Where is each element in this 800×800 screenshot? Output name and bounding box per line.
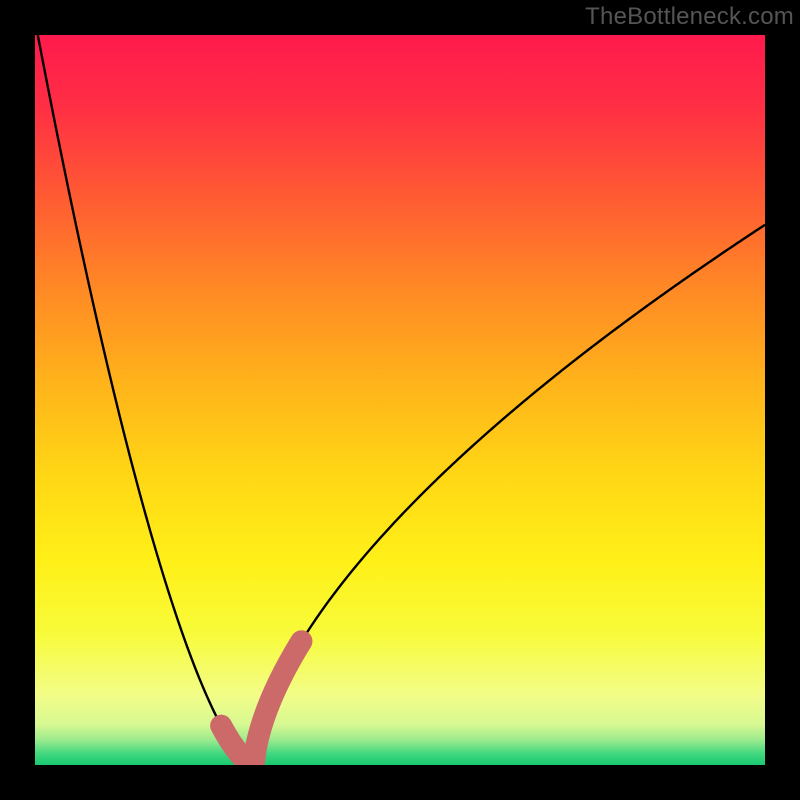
stage: TheBottleneck.com xyxy=(0,0,800,800)
bottleneck-highlight xyxy=(221,641,301,765)
plot-area xyxy=(35,35,765,765)
curve-layer xyxy=(35,35,765,765)
watermark-text: TheBottleneck.com xyxy=(585,3,794,31)
bottleneck-curve xyxy=(35,35,765,765)
